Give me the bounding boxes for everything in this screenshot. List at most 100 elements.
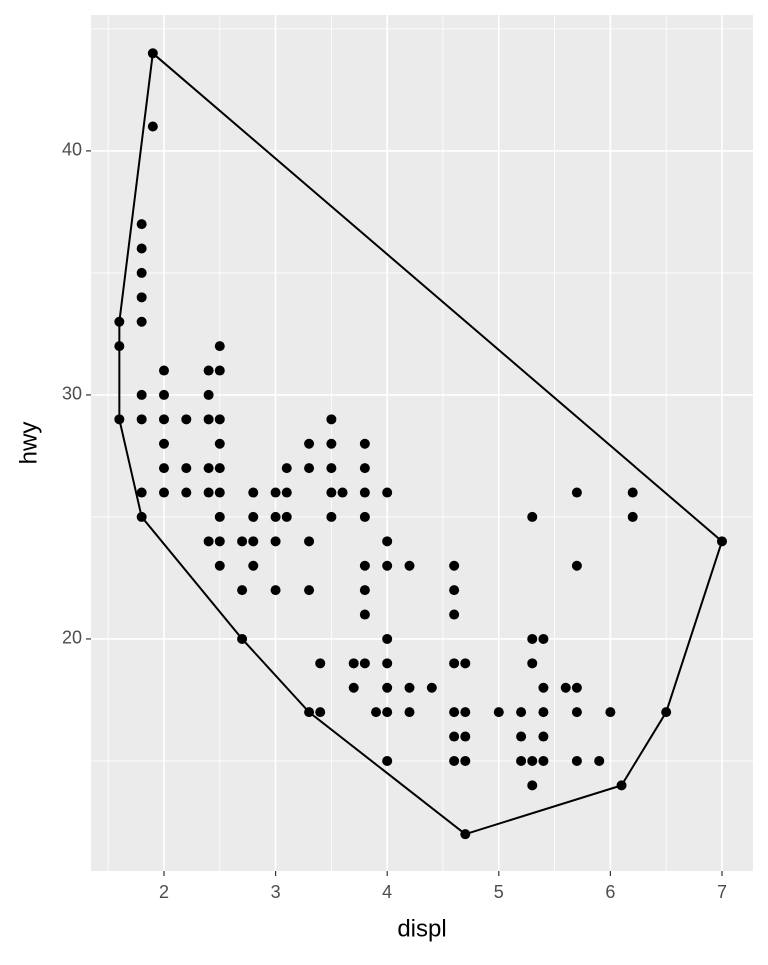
point bbox=[594, 755, 605, 766]
point bbox=[449, 609, 460, 620]
point bbox=[449, 585, 460, 596]
point bbox=[371, 707, 382, 718]
point bbox=[493, 707, 504, 718]
point bbox=[214, 414, 225, 425]
point bbox=[248, 511, 259, 522]
point bbox=[281, 511, 292, 522]
point bbox=[538, 731, 549, 742]
point bbox=[460, 658, 471, 669]
x-tick-label: 6 bbox=[605, 882, 615, 902]
point bbox=[214, 511, 225, 522]
point bbox=[382, 487, 393, 498]
point bbox=[203, 487, 214, 498]
point bbox=[527, 755, 538, 766]
point bbox=[158, 365, 169, 376]
point bbox=[237, 585, 248, 596]
point bbox=[203, 536, 214, 547]
point bbox=[203, 414, 214, 425]
point bbox=[158, 414, 169, 425]
point bbox=[214, 487, 225, 498]
point bbox=[527, 633, 538, 644]
x-tick-label: 7 bbox=[717, 882, 727, 902]
point bbox=[359, 585, 370, 596]
point bbox=[304, 438, 315, 449]
point bbox=[136, 414, 147, 425]
point bbox=[571, 560, 582, 571]
point bbox=[449, 658, 460, 669]
point bbox=[404, 707, 415, 718]
point bbox=[203, 389, 214, 400]
point bbox=[136, 316, 147, 327]
point bbox=[382, 536, 393, 547]
point bbox=[281, 487, 292, 498]
point bbox=[571, 707, 582, 718]
x-tick-label: 4 bbox=[382, 882, 392, 902]
point bbox=[203, 365, 214, 376]
panel bbox=[91, 15, 753, 871]
point bbox=[516, 731, 527, 742]
point bbox=[382, 682, 393, 693]
x-tick-label: 2 bbox=[159, 882, 169, 902]
point bbox=[382, 560, 393, 571]
point bbox=[315, 658, 326, 669]
point bbox=[359, 511, 370, 522]
point bbox=[348, 658, 359, 669]
point bbox=[460, 731, 471, 742]
point bbox=[270, 487, 281, 498]
point bbox=[181, 414, 192, 425]
point bbox=[147, 121, 158, 132]
point bbox=[359, 658, 370, 669]
point bbox=[627, 511, 638, 522]
point bbox=[348, 682, 359, 693]
x-tick-label: 3 bbox=[271, 882, 281, 902]
point bbox=[136, 219, 147, 230]
point bbox=[538, 755, 549, 766]
point bbox=[449, 560, 460, 571]
point bbox=[326, 414, 337, 425]
x-axis-label: displ bbox=[397, 915, 446, 942]
point bbox=[571, 755, 582, 766]
point bbox=[359, 463, 370, 474]
point bbox=[426, 682, 437, 693]
point bbox=[214, 463, 225, 474]
point bbox=[460, 707, 471, 718]
y-tick-label: 20 bbox=[62, 628, 82, 648]
point bbox=[538, 707, 549, 718]
point bbox=[237, 536, 248, 547]
point bbox=[627, 487, 638, 498]
point bbox=[214, 341, 225, 352]
point bbox=[538, 633, 549, 644]
point bbox=[326, 487, 337, 498]
point bbox=[527, 658, 538, 669]
y-axis-label: hwy bbox=[15, 422, 42, 465]
point bbox=[326, 511, 337, 522]
point bbox=[538, 682, 549, 693]
x-tick-label: 5 bbox=[494, 882, 504, 902]
point bbox=[382, 633, 393, 644]
point bbox=[248, 560, 259, 571]
point bbox=[359, 609, 370, 620]
point bbox=[158, 487, 169, 498]
point bbox=[382, 658, 393, 669]
hull bbox=[118, 52, 724, 836]
point bbox=[304, 585, 315, 596]
point bbox=[158, 389, 169, 400]
point bbox=[304, 536, 315, 547]
point bbox=[571, 487, 582, 498]
point bbox=[270, 536, 281, 547]
point bbox=[359, 560, 370, 571]
point bbox=[605, 707, 616, 718]
point bbox=[136, 267, 147, 278]
point bbox=[136, 292, 147, 303]
point bbox=[326, 463, 337, 474]
point bbox=[136, 389, 147, 400]
point bbox=[359, 487, 370, 498]
point bbox=[359, 438, 370, 449]
point bbox=[214, 365, 225, 376]
point bbox=[337, 487, 348, 498]
point bbox=[158, 438, 169, 449]
point bbox=[449, 731, 460, 742]
point bbox=[304, 463, 315, 474]
point bbox=[248, 536, 259, 547]
